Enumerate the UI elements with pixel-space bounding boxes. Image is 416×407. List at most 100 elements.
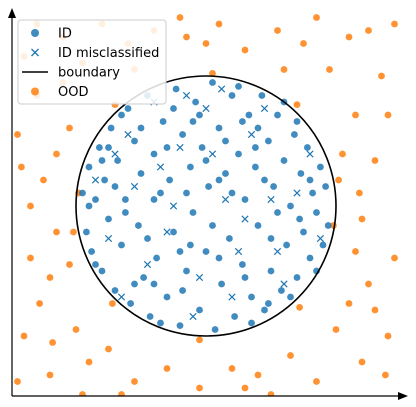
id-point: [137, 124, 145, 132]
id-point: [293, 118, 301, 125]
id-point: [265, 300, 272, 307]
id-misclassified-point: [228, 293, 236, 301]
id-point: [166, 176, 174, 184]
id-misclassified-point: [306, 150, 314, 158]
id-point: [83, 228, 90, 236]
id-point: [176, 248, 184, 255]
id-point: [85, 202, 93, 210]
ood-point: [27, 254, 34, 262]
ood-point: [53, 150, 60, 158]
ood-point: [287, 352, 294, 359]
id-point: [179, 131, 187, 138]
id-point: [150, 150, 158, 158]
ood-point: [332, 326, 340, 333]
id-point: [304, 144, 311, 151]
id-point: [170, 105, 177, 112]
ood-point: [118, 391, 125, 396]
id-point: [111, 287, 119, 294]
id-point: [261, 176, 268, 184]
ood-point: [378, 72, 385, 80]
ood-point: [27, 202, 34, 210]
ood-point: [384, 111, 392, 119]
ood-point: [241, 46, 249, 54]
ood-point: [66, 261, 73, 268]
ood-point: [352, 111, 359, 119]
legend-label: ID misclassified: [58, 46, 159, 61]
ood-point: [345, 33, 353, 41]
id-misclassified-point: [273, 247, 282, 256]
ood-point: [183, 33, 190, 41]
id-misclassified-point: [182, 91, 191, 100]
ood-point: [371, 306, 379, 314]
ood-point: [176, 14, 184, 21]
ood-point: [36, 300, 43, 307]
id-point: [107, 124, 115, 132]
legend-marker: [31, 87, 39, 96]
id-point: [278, 287, 285, 294]
id-point: [183, 267, 190, 275]
ood-point: [14, 378, 21, 385]
id-point: [235, 83, 242, 90]
ood-point: [356, 189, 363, 197]
ood-point: [209, 70, 216, 77]
ood-point: [296, 304, 303, 311]
ood-point: [241, 384, 249, 392]
id-point: [222, 137, 229, 145]
id-point: [215, 176, 223, 184]
ood-point: [267, 391, 275, 396]
id-misclassified-point: [143, 260, 152, 269]
id-point: [192, 98, 200, 106]
id-point: [85, 163, 93, 171]
ood-point: [358, 358, 366, 366]
id-misclassified-point: [221, 195, 230, 204]
id-point: [280, 157, 288, 164]
id-misclassified-point: [247, 130, 256, 139]
id-misclassified-point: [293, 189, 301, 197]
id-point: [79, 189, 86, 197]
id-point: [239, 261, 246, 268]
id-point: [258, 92, 266, 99]
id-misclassified-points: [91, 85, 325, 321]
ood-point: [365, 27, 372, 34]
id-point: [98, 267, 106, 275]
id-point: [293, 274, 301, 281]
id-point: [118, 241, 125, 249]
ood-point: [382, 371, 389, 379]
ood-point: [18, 163, 25, 171]
id-point: [157, 319, 164, 327]
ood-point: [72, 326, 80, 333]
ood-point: [196, 336, 203, 344]
id-misclassified-point: [217, 85, 226, 93]
id-point: [163, 293, 171, 301]
id-misclassified-point: [195, 273, 204, 282]
id-misclassified-point: [91, 176, 100, 184]
id-misclassified-point: [156, 163, 165, 171]
id-point: [267, 267, 275, 275]
id-point: [202, 248, 210, 255]
id-point: [300, 228, 307, 236]
ood-point: [274, 27, 281, 34]
ood-point: [365, 280, 372, 288]
ood-point: [40, 176, 47, 184]
id-point: [92, 196, 99, 203]
id-misclassified-point: [260, 104, 269, 113]
id-misclassified-point: [176, 143, 184, 152]
id-point: [209, 222, 216, 229]
ood-point: [20, 332, 28, 340]
id-point: [248, 319, 255, 327]
id-point: [297, 170, 305, 177]
ood-point: [384, 332, 392, 340]
id-point: [105, 215, 112, 223]
id-point: [252, 144, 259, 151]
ood-point: [254, 371, 262, 379]
ood-point: [131, 378, 138, 385]
id-point: [170, 228, 177, 236]
id-point: [215, 124, 223, 132]
id-point: [88, 248, 95, 255]
ood-point: [313, 378, 320, 385]
ood-point: [280, 66, 288, 73]
id-point: [92, 261, 99, 268]
ood-point: [293, 101, 301, 108]
id-misclassified-point: [202, 104, 210, 113]
id-misclassified-point: [234, 247, 243, 256]
